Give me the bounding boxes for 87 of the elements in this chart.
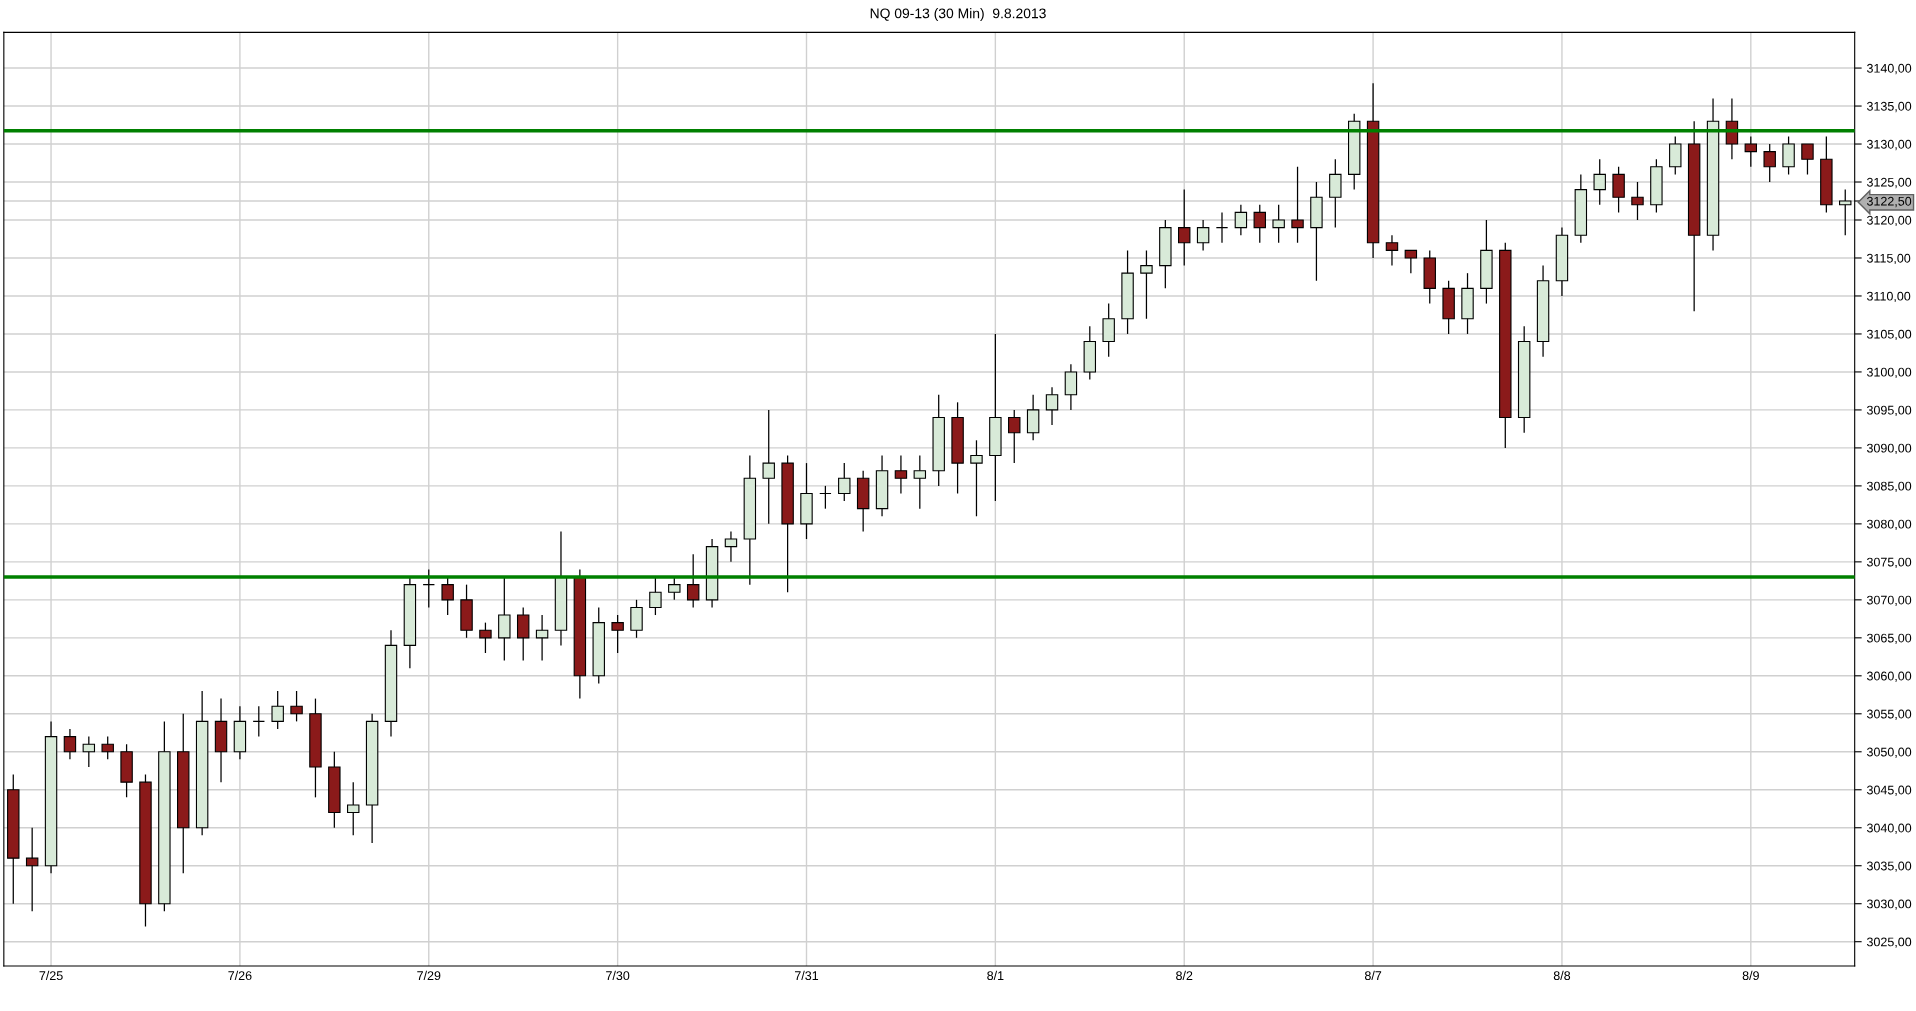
candlestick [630,599,643,639]
y-tick-label: 3075,00 [1866,557,1912,568]
x-tick-label: 7/26 [228,970,252,981]
candlestick [649,576,662,616]
y-tick-label: 3135,00 [1866,101,1912,113]
candlestick [25,827,39,912]
x-tick-label: 8/1 [987,970,1004,981]
y-tick-label: 3100,00 [1866,367,1912,379]
x-tick-label: 7/30 [606,970,630,981]
candlestick [1839,188,1852,236]
candlestick [1801,143,1814,176]
y-tick-label: 3110,00 [1866,291,1911,303]
candlestick [1234,204,1248,236]
candlestick [1253,204,1266,244]
candlestick [82,735,96,768]
y-tick-label: 3060,00 [1866,671,1912,682]
x-tick-label: 8/2 [1176,970,1193,981]
candlestick [1385,234,1399,267]
candlestick [1102,302,1115,358]
candlestick [1744,135,1758,168]
y-tick-label: 3130,00 [1866,139,1912,151]
x-tick-label: 8/8 [1553,970,1571,981]
candlestick [63,728,77,760]
candlestick [819,485,832,510]
candlestick [894,454,908,495]
y-tick-label: 3122,50 [1866,196,1912,208]
candlestick [762,409,775,525]
y-tick-label: 3055,00 [1866,709,1912,720]
y-tick-label: 3115,00 [1866,253,1911,265]
candlestick [422,568,435,609]
candlestick [1782,135,1795,176]
candlestick [271,690,284,730]
candlestick [535,614,549,662]
x-tick-label: 7/25 [39,970,63,981]
y-tick-label: 3030,00 [1866,899,1912,910]
y-tick-label: 3095,00 [1866,405,1912,417]
candlestick [498,576,511,662]
x-tick-label: 8/9 [1742,970,1759,981]
candlestick [290,690,303,723]
candlestick [479,622,492,654]
y-tick-label: 3025,00 [1866,937,1912,948]
x-tick-label: 7/31 [794,970,819,981]
chart-title: NQ 09-13 (30 Min) 9.8.2013 [870,8,1046,22]
candlestick [913,454,927,510]
candlestick [1178,188,1191,267]
y-tick-label: 3090,00 [1866,443,1912,455]
candlestick [1291,166,1304,244]
candlestick [668,576,681,601]
y-tick-label: 3040,00 [1866,823,1912,834]
candlestick [516,606,530,662]
candlestick [1140,249,1153,320]
y-tick-label: 3045,00 [1866,785,1912,796]
candlestick [1064,363,1078,411]
candlestick [1045,386,1059,426]
candlestick [1612,166,1625,214]
candlestick [1196,219,1210,252]
candlestick [1593,158,1606,206]
candlestick [441,576,454,616]
candlestick [1026,394,1040,441]
y-tick-label: 3070,00 [1866,595,1912,606]
candlestick [1669,135,1682,176]
x-tick-label: 7/29 [417,970,441,981]
candlestick [1763,143,1776,183]
candlestick [838,462,851,502]
x-tick-label: 8/7 [1364,970,1382,981]
y-tick-label: 3140,00 [1866,63,1912,75]
candlestick [970,439,983,517]
candlestick [101,735,114,760]
candlestick [1631,181,1644,221]
candlestick [1008,409,1021,464]
y-tick-label: 3080,00 [1866,519,1912,530]
candlestick [1404,249,1418,274]
candlestick [1329,158,1342,229]
candlestick [724,530,738,563]
y-tick-label: 3125,00 [1866,177,1912,189]
candlestick [1215,211,1229,244]
y-tick-label: 3120,00 [1866,215,1912,227]
y-tick-label: 3085,00 [1866,481,1912,493]
y-tick-label: 3105,00 [1866,329,1912,341]
candlestick [611,614,624,654]
candlestick [1272,204,1285,244]
candlestick [252,705,266,738]
y-tick-label: 3035,00 [1866,861,1912,872]
candlestick [686,553,700,609]
y-tick-label: 3065,00 [1866,633,1912,644]
y-tick-label: 3050,00 [1866,747,1912,758]
candlestick [347,781,360,836]
